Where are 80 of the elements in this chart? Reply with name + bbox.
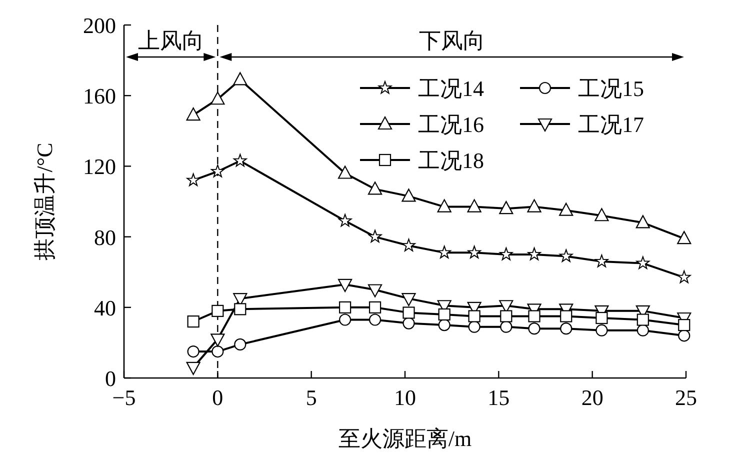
point xyxy=(500,310,512,322)
point xyxy=(233,154,247,167)
point xyxy=(186,362,200,375)
x-tick-label: 25 xyxy=(675,385,697,410)
point xyxy=(339,314,352,326)
point xyxy=(527,199,542,212)
point xyxy=(210,92,225,105)
y-tick-label: 160 xyxy=(83,84,116,109)
point xyxy=(596,312,608,324)
point xyxy=(233,72,248,86)
point xyxy=(499,201,514,214)
point xyxy=(560,310,572,322)
y-axis-title: 拱顶温升/°C xyxy=(32,142,57,260)
point xyxy=(636,324,649,336)
point xyxy=(678,319,690,332)
legend-label: 工况17 xyxy=(578,112,644,137)
point xyxy=(402,317,415,330)
point xyxy=(368,284,382,298)
annotation: 下风向 xyxy=(418,28,485,53)
legend-label: 工况14 xyxy=(418,76,484,101)
point xyxy=(636,215,650,228)
point xyxy=(594,208,609,222)
point xyxy=(560,322,572,335)
point xyxy=(338,278,352,292)
point xyxy=(500,320,512,333)
point xyxy=(499,247,513,260)
point xyxy=(596,324,608,336)
point xyxy=(234,303,246,316)
point xyxy=(467,199,482,212)
point xyxy=(212,345,224,358)
point xyxy=(677,270,691,284)
point xyxy=(437,199,452,212)
point xyxy=(339,301,352,314)
point xyxy=(402,306,415,319)
y-tick-label: 80 xyxy=(94,224,116,250)
point xyxy=(528,247,541,260)
x-tick-label: 0 xyxy=(212,385,224,410)
point xyxy=(210,164,224,178)
point xyxy=(186,173,200,186)
point xyxy=(528,322,540,335)
y-tick-label: 40 xyxy=(94,295,116,320)
point xyxy=(636,314,649,326)
point xyxy=(438,319,450,332)
point xyxy=(186,107,200,121)
point xyxy=(187,345,200,358)
annotation: 上风向 xyxy=(138,28,204,53)
point xyxy=(636,256,650,270)
point xyxy=(212,304,224,317)
point xyxy=(595,254,608,268)
point xyxy=(677,231,692,244)
point xyxy=(187,315,200,328)
x-tick-label: 20 xyxy=(581,385,604,410)
point xyxy=(559,202,574,216)
point xyxy=(402,238,416,252)
point xyxy=(368,230,382,243)
x-tick-label: 5 xyxy=(306,385,317,410)
point xyxy=(559,249,573,262)
point xyxy=(528,310,540,322)
legend-label: 工况16 xyxy=(418,112,484,137)
point xyxy=(468,310,480,322)
point xyxy=(468,246,481,258)
point xyxy=(338,214,352,227)
point xyxy=(402,188,416,202)
point xyxy=(338,166,352,179)
point xyxy=(368,314,382,326)
y-tick-label: 120 xyxy=(83,154,116,180)
x-tick-label: 10 xyxy=(394,385,416,410)
point xyxy=(368,182,382,195)
point xyxy=(402,293,416,306)
y-tick-label: 200 xyxy=(83,13,116,38)
point xyxy=(468,320,480,333)
point xyxy=(210,334,225,347)
x-axis-title: 至火源距离/m xyxy=(338,426,472,451)
x-tick-label: 15 xyxy=(488,385,510,410)
legend-label: 工况18 xyxy=(418,148,484,173)
point xyxy=(438,246,452,258)
point xyxy=(438,308,450,321)
legend-label: 工况15 xyxy=(578,76,644,101)
point xyxy=(234,338,246,351)
point xyxy=(368,301,382,314)
